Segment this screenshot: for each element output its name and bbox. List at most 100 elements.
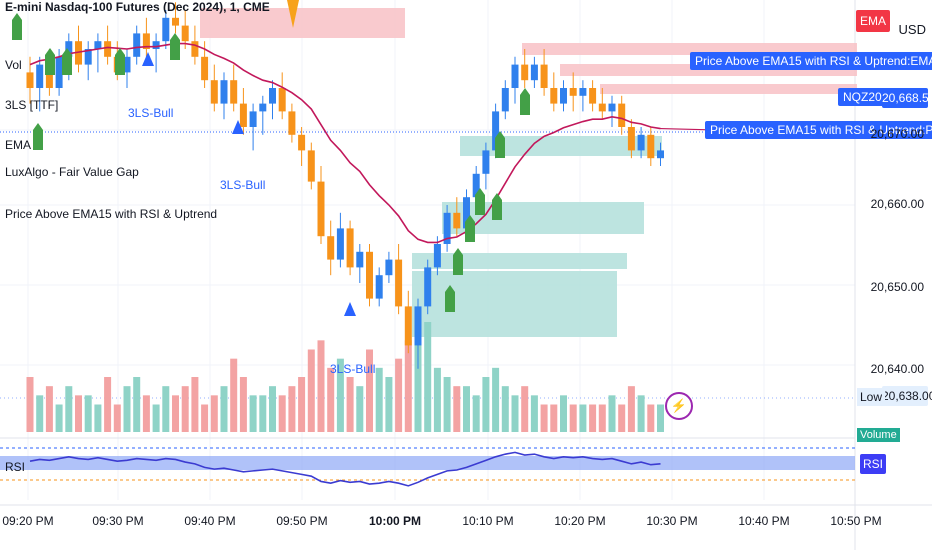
- candle-body: [133, 33, 141, 57]
- volume-bar: [278, 395, 286, 432]
- candle-body: [463, 197, 470, 229]
- candle-body: [443, 212, 451, 244]
- volume-bar: [540, 404, 548, 432]
- legend-fvg[interactable]: LuxAlgo - Fair Value Gap: [5, 165, 139, 179]
- volume-bar: [443, 377, 451, 432]
- volume-bar: [569, 404, 577, 432]
- volume-bar: [239, 377, 247, 432]
- bolt-icon[interactable]: ⚡: [665, 392, 693, 420]
- volume-bar: [589, 404, 597, 432]
- candle-body: [191, 41, 199, 57]
- legend-vol[interactable]: Vol: [5, 58, 22, 72]
- candle-body: [288, 111, 296, 135]
- rsi-line: [29, 451, 661, 487]
- volume-bar: [191, 377, 199, 432]
- legend-price-above-ema15[interactable]: Price Above EMA15 with RSI & Uptrend: [5, 207, 218, 221]
- volume-bar: [26, 377, 34, 432]
- volume-bar: [75, 395, 82, 432]
- volume-bar: [113, 404, 121, 432]
- signal-arrow: [62, 48, 72, 75]
- volume-bar: [608, 395, 616, 432]
- volume-bar: [201, 404, 209, 432]
- fvg-bull-box: [412, 253, 627, 269]
- candle-body: [530, 64, 538, 81]
- candle-body: [627, 127, 635, 151]
- candle-body: [375, 275, 383, 299]
- volume-bar: [307, 349, 315, 432]
- volume-bar: [627, 386, 635, 432]
- candle-body: [511, 64, 519, 88]
- volume-bar: [336, 358, 344, 432]
- volume-bar: [152, 404, 160, 432]
- candle-body: [492, 111, 500, 151]
- volume-bar: [433, 367, 441, 432]
- signal-arrow: [453, 248, 463, 275]
- volume-bar: [414, 331, 422, 432]
- candle-body: [453, 212, 461, 229]
- volume-bar: [249, 395, 257, 432]
- candle-body: [657, 150, 664, 159]
- time-tick: 10:00 PM: [368, 514, 422, 528]
- volume-bar: [230, 358, 238, 432]
- time-tick: 09:30 PM: [92, 514, 144, 528]
- candle-body: [152, 41, 160, 49]
- fvg-bull-box: [412, 271, 617, 337]
- volume-bar: [453, 386, 461, 432]
- time-tick: 10:30 PM: [646, 514, 698, 528]
- volume-bar: [288, 386, 296, 432]
- candle-body: [647, 134, 655, 159]
- candle-body: [501, 88, 509, 112]
- candle-body: [94, 41, 102, 49]
- volume-bar: [317, 340, 325, 432]
- volume-bar: [210, 395, 218, 432]
- legend-ema[interactable]: EMA: [5, 138, 32, 152]
- volume-bar: [366, 349, 373, 432]
- candle-body: [36, 64, 44, 88]
- rsi-pane-label: RSI: [5, 460, 26, 474]
- bull-signal-label: 3LS-Bull: [330, 362, 376, 376]
- bear-triangle: [287, 0, 299, 28]
- candle-body: [637, 134, 645, 151]
- candle-body: [608, 103, 616, 112]
- fvg-bear-box: [600, 84, 857, 94]
- time-tick: 09:50 PM: [276, 514, 328, 528]
- volume-bar: [123, 386, 131, 432]
- volume-bar: [560, 395, 567, 432]
- signal-arrow: [492, 193, 502, 220]
- candle-body: [550, 88, 558, 104]
- price-tick: 20,660.00: [870, 197, 924, 211]
- currency-label[interactable]: USD: [898, 22, 926, 37]
- bull-signal-label: 3LS-Bull: [128, 106, 174, 120]
- candle-body: [239, 103, 247, 127]
- volume-bar: [220, 386, 228, 432]
- volume-bar: [618, 404, 626, 432]
- price-tick: 20,650.00: [870, 280, 924, 294]
- volume-bar: [647, 404, 655, 432]
- candle-body: [521, 64, 529, 81]
- fvg-bull-box: [460, 136, 662, 156]
- volume-bar: [637, 395, 645, 432]
- candle-body: [259, 103, 267, 112]
- signal-arrow: [475, 188, 485, 215]
- signal-arrow: [445, 285, 455, 312]
- legend-3ls[interactable]: 3LS [TTF]: [5, 98, 59, 112]
- volume-bar: [36, 395, 44, 432]
- candle-body: [307, 150, 315, 182]
- rsi-badge: RSI: [860, 454, 887, 474]
- time-tick: 09:20 PM: [2, 514, 54, 528]
- volume-bar: [375, 367, 383, 432]
- candle-body: [249, 111, 257, 127]
- volume-bar: [162, 386, 170, 432]
- volume-bar: [84, 395, 92, 432]
- volume-bar: [269, 386, 276, 432]
- signal-arrow: [465, 215, 475, 242]
- bull-triangle: [344, 302, 356, 316]
- candle-body: [162, 17, 170, 42]
- volume-bar: [346, 377, 354, 432]
- candle-body: [220, 80, 228, 104]
- low-price-tag: 20,638.00: [882, 386, 932, 406]
- volume-bar: [501, 386, 509, 432]
- volume-bar: [298, 377, 306, 432]
- signal-arrow: [115, 48, 125, 75]
